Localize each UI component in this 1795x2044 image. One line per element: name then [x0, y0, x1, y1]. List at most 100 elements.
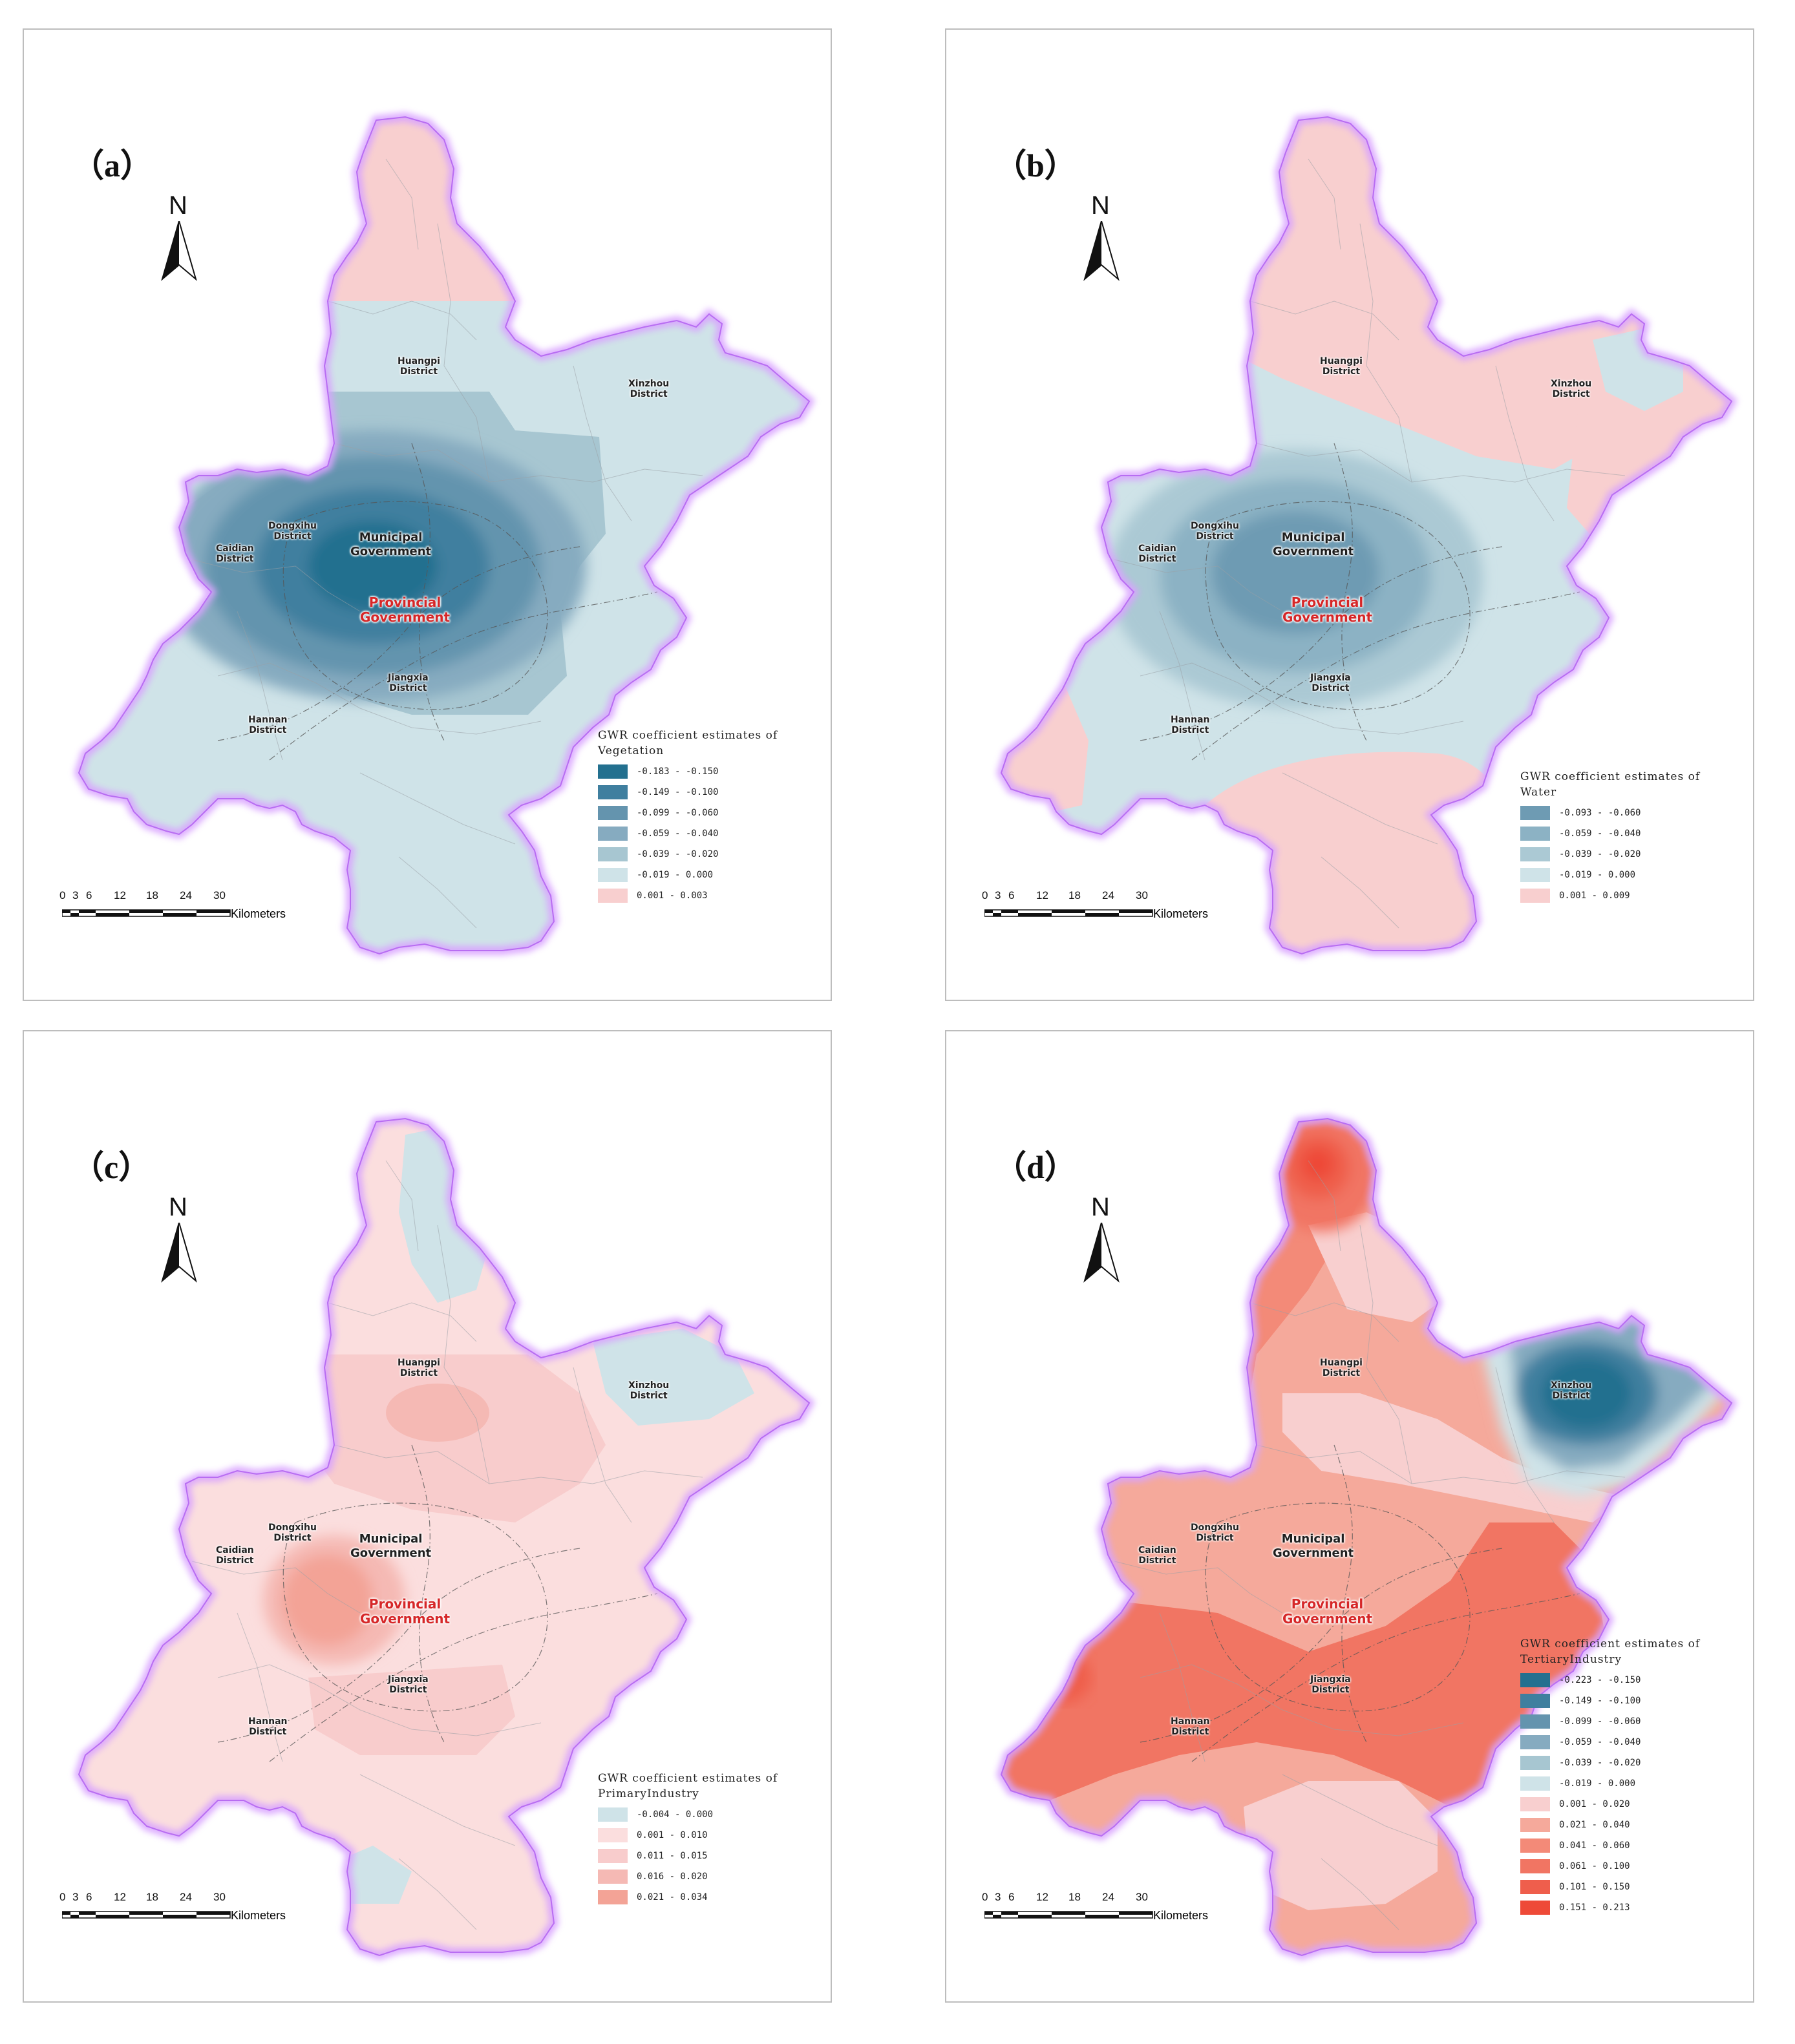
scale-bar-graphic [984, 909, 1153, 917]
legend-swatch [1520, 1694, 1550, 1708]
label-xinzhou: Xinzhou District [628, 379, 670, 399]
region-class-7 [1282, 1393, 1625, 1522]
legend-item: -0.039 - -0.020 [598, 844, 778, 865]
legend-label: 0.001 - 0.020 [1559, 1799, 1630, 1809]
legend-swatch [598, 806, 628, 820]
legend-label: -0.004 - 0.000 [637, 1809, 714, 1820]
region-class-1 [308, 521, 438, 611]
legend-swatch [598, 847, 628, 861]
legend-item: -0.039 - -0.020 [1520, 844, 1700, 865]
label-provincial-government: Provincial Government [1282, 1596, 1373, 1627]
scale-tick: 30 [1136, 889, 1148, 901]
label-provincial-government: Provincial Government [360, 595, 451, 625]
legend-label: 0.101 - 0.150 [1559, 1882, 1630, 1892]
label-municipal-government: Municipal Government [350, 1532, 432, 1560]
legend-label: -0.093 - -0.060 [1559, 808, 1641, 818]
choropleth-map [946, 1031, 1753, 2001]
legend-swatch [598, 827, 628, 841]
label-hannan: Hannan District [248, 1716, 288, 1737]
label-xinzhou: Xinzhou District [628, 1380, 670, 1401]
scale-tick: 24 [180, 1891, 192, 1903]
legend-item: 0.016 - 0.020 [598, 1866, 778, 1887]
legend-variable: TertiaryIndustry [1520, 1653, 1622, 1666]
legend-item: 0.061 - 0.100 [1520, 1856, 1700, 1877]
legend-title: GWR coefficient estimates of [598, 1772, 778, 1785]
scale-unit: Kilometers [231, 907, 286, 920]
legend: GWR coefficient estimates of Vegetation … [598, 728, 778, 906]
legend-item: 0.001 - 0.020 [1520, 1794, 1700, 1815]
legend-item: -0.093 - -0.060 [1520, 803, 1700, 823]
panel-label: （c） [72, 1149, 151, 1185]
scale-tick: 0 [982, 889, 988, 901]
legend-title: GWR coefficient estimates of [1520, 770, 1701, 783]
legend-swatch [598, 785, 628, 799]
north-label: N [1091, 191, 1110, 220]
scale-tick: 12 [114, 1891, 126, 1903]
legend-rows: -0.004 - 0.000 0.001 - 0.010 0.011 - 0.015… [598, 1804, 778, 1908]
scale-bar-graphic [984, 1911, 1153, 1919]
legend-swatch [1520, 847, 1550, 861]
label-caidian: Caidian District [1138, 1545, 1176, 1566]
north-arrow: N [1082, 1193, 1127, 1303]
legend-item: 0.101 - 0.150 [1520, 1877, 1700, 1897]
legend-item: 0.021 - 0.040 [1520, 1815, 1700, 1835]
choropleth-map [24, 1031, 831, 2001]
label-hannan: Hannan District [1171, 715, 1210, 735]
legend-swatch [1520, 889, 1550, 903]
panel-label: （d） [994, 1149, 1077, 1185]
legend-swatch [1520, 868, 1550, 882]
legend-swatch [598, 889, 628, 903]
legend-rows: -0.223 - -0.150 -0.149 - -0.100 -0.099 - -… [1520, 1670, 1700, 1918]
legend-label: -0.019 - 0.000 [1559, 870, 1636, 880]
legend-swatch [598, 1870, 628, 1884]
label-dongxihu: Dongxihu District [1191, 1522, 1239, 1543]
panel-label: （b） [994, 147, 1077, 184]
legend-swatch [1520, 827, 1550, 841]
legend-swatch [1520, 1839, 1550, 1853]
scale-tick: 6 [86, 1891, 92, 1903]
legend-label: -0.039 - -0.020 [1559, 1758, 1641, 1768]
panel-label: （a） [72, 147, 153, 184]
label-huangpi: Huangpi District [398, 1358, 440, 1378]
scale-tick: 18 [146, 889, 158, 901]
legend-rows: -0.183 - -0.150 -0.149 - -0.100 -0.099 - -… [598, 761, 778, 906]
legend-item: -0.059 - -0.040 [1520, 823, 1700, 844]
map-panel-b: （b） N Huangpi District Xinzhou District … [945, 28, 1754, 1001]
legend-swatch [598, 1807, 628, 1822]
legend-label: 0.061 - 0.100 [1559, 1861, 1630, 1871]
label-jiangxia: Jiangxia District [1310, 673, 1351, 693]
scale-tick: 6 [86, 889, 92, 901]
scale-bar: 0 3 6 12 18 24 30 Kilometers [982, 1891, 1208, 1922]
scale-tick: 30 [213, 889, 226, 901]
scale-tick: 0 [59, 889, 66, 901]
label-municipal-government: Municipal Government [1273, 531, 1354, 558]
legend-label: 0.016 - 0.020 [637, 1871, 708, 1882]
scale-tick: 12 [1036, 889, 1048, 901]
legend-label: 0.001 - 0.010 [637, 1830, 708, 1840]
legend-rows: -0.093 - -0.060 -0.059 - -0.040 -0.039 - -… [1520, 803, 1700, 906]
scale-tick: 0 [982, 1891, 988, 1903]
label-xinzhou: Xinzhou District [1551, 379, 1592, 399]
legend-item: 0.001 - 0.010 [598, 1825, 778, 1846]
legend-label: -0.019 - 0.000 [637, 870, 714, 880]
label-caidian: Caidian District [216, 1545, 254, 1566]
scale-tick: 12 [114, 889, 126, 901]
legend-swatch [1520, 1818, 1550, 1832]
scale-tick: 3 [72, 889, 79, 901]
map-panel-c: （c） N Huangpi District Xinzhou District … [23, 1030, 832, 2003]
scale-tick: 24 [1102, 889, 1114, 901]
scale-bar: 0 3 6 12 18 24 30 Kilometers [982, 889, 1208, 920]
legend: GWR coefficient estimates of PrimaryIndu… [598, 1771, 778, 1908]
scale-bar: 0 3 6 12 18 24 30 Kilometers [59, 1891, 286, 1922]
legend-item: -0.004 - 0.000 [598, 1804, 778, 1825]
label-caidian: Caidian District [216, 543, 254, 564]
legend-item: 0.021 - 0.034 [598, 1887, 778, 1908]
legend-label: -0.039 - -0.020 [637, 849, 719, 859]
label-provincial-government: Provincial Government [1282, 595, 1373, 625]
scale-bar-graphic [62, 1911, 231, 1919]
scale-bar-graphic [62, 909, 231, 917]
map-panel-d: （d） N Huangpi District Xinzhou District … [945, 1030, 1754, 2003]
label-dongxihu: Dongxihu District [268, 1522, 317, 1543]
legend-swatch [1520, 1776, 1550, 1791]
legend-label: -0.183 - -0.150 [637, 766, 719, 777]
